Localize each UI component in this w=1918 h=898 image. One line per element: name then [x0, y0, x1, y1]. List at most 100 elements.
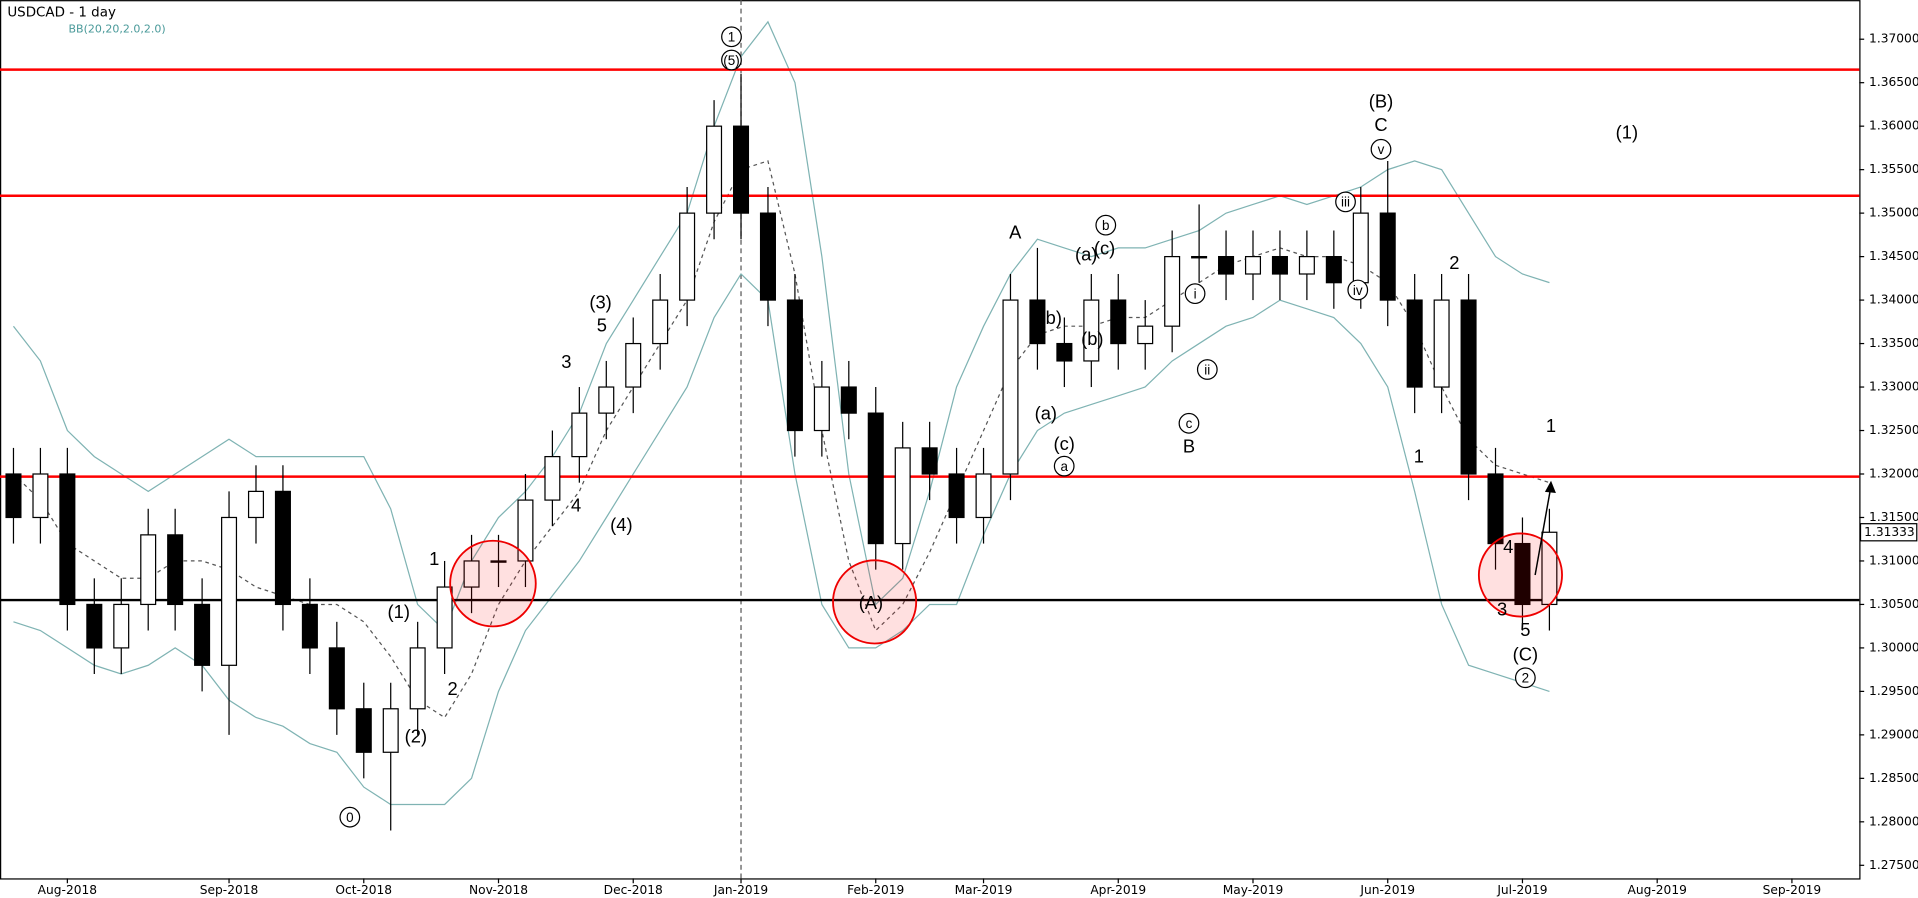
- y-tick-label: 1.33500: [1869, 336, 1918, 350]
- wave-label: (A): [859, 592, 883, 613]
- candle-body: [274, 490, 291, 606]
- annotation-circle: [1335, 191, 1356, 213]
- y-tick-label: 1.33000: [1869, 380, 1918, 394]
- wave-label: ii: [1204, 362, 1210, 377]
- y-tick-label: 1.37000: [1869, 32, 1918, 46]
- candle-body: [140, 534, 157, 606]
- bollinger-band: [12, 20, 1550, 632]
- wave-label: 5: [597, 315, 607, 336]
- candle-body: [59, 473, 76, 606]
- highlight-circle: [449, 539, 537, 628]
- x-tick-label: Nov-2018: [469, 883, 528, 897]
- candle-body: [1218, 255, 1235, 275]
- wave-label: a: [1060, 459, 1068, 474]
- wave-label: (B): [1369, 91, 1393, 112]
- candle-body: [1164, 255, 1181, 327]
- wave-label: (b): [1040, 307, 1062, 328]
- wave-label: b: [1102, 218, 1109, 233]
- candle-body: [382, 708, 399, 753]
- y-tick-label: 1.35500: [1869, 162, 1918, 176]
- wave-label: iv: [1353, 283, 1363, 298]
- wave-label: (3): [589, 291, 611, 312]
- candle-body: [1137, 325, 1154, 345]
- annotation-circle: [721, 26, 742, 48]
- wave-label: (1): [1616, 121, 1638, 142]
- candle-body: [490, 560, 507, 563]
- y-tick-label: 1.29000: [1869, 727, 1918, 741]
- forecast-arrow: [1534, 485, 1552, 576]
- wave-label: i: [1194, 286, 1197, 301]
- wave-label: 2: [1449, 252, 1459, 273]
- candle-body: [355, 708, 372, 753]
- wave-label: (a): [1075, 244, 1097, 265]
- x-tick-label: Aug-2018: [38, 883, 97, 897]
- candle-body: [1056, 342, 1073, 362]
- x-tick-label: Sep-2019: [1763, 883, 1822, 897]
- annotation-circle: [721, 49, 742, 71]
- candle-body: [436, 586, 453, 649]
- candle-body: [301, 603, 318, 649]
- candle-body: [1110, 299, 1127, 345]
- wave-label: c: [1186, 416, 1193, 431]
- candle-body: [1514, 542, 1531, 606]
- plot-frame: [0, 0, 1861, 880]
- wave-label: (2): [405, 726, 427, 747]
- wave-label: 2: [1522, 671, 1529, 686]
- candle-body: [1191, 255, 1208, 259]
- y-tick-label: 1.31500: [1869, 510, 1918, 524]
- candle-body: [1406, 299, 1423, 388]
- x-tick-label: Dec-2018: [604, 883, 663, 897]
- x-tick-label: Jan-2019: [713, 883, 768, 897]
- x-tick-label: Mar-2019: [955, 883, 1013, 897]
- candle-body: [32, 473, 49, 519]
- candle-body: [759, 212, 776, 301]
- wave-label: 5: [1520, 619, 1530, 640]
- last-price-box: [1859, 523, 1918, 542]
- x-tick-label: Sep-2018: [200, 883, 259, 897]
- annotation-circle: [1095, 214, 1117, 236]
- wave-label: B: [1183, 436, 1195, 457]
- bollinger-band: [13, 272, 1550, 806]
- y-tick-label: 1.36000: [1869, 119, 1918, 133]
- wave-label: 4: [1503, 536, 1513, 557]
- candle-body: [813, 386, 830, 432]
- candle-body: [948, 473, 965, 519]
- candle-body: [786, 299, 803, 432]
- y-tick-label: 1.32500: [1869, 423, 1918, 437]
- annotation-circle: [1514, 667, 1536, 689]
- wave-label: 1: [429, 548, 439, 569]
- candle-body: [1433, 299, 1450, 388]
- candle-body: [732, 125, 750, 214]
- candle-body: [194, 603, 211, 666]
- annotation-circle: [339, 806, 361, 828]
- candle-body: [1083, 299, 1100, 362]
- wave-label: C: [1374, 114, 1387, 135]
- wave-label: iii: [1341, 195, 1350, 210]
- candle-body: [894, 447, 911, 545]
- x-tick-label: Aug-2019: [1628, 883, 1687, 897]
- wave-label: 2: [447, 678, 457, 699]
- candle-body: [1298, 255, 1315, 275]
- candle-body: [328, 647, 345, 710]
- candle-body: [1379, 212, 1396, 301]
- candle-body: [221, 516, 238, 666]
- wave-label: A: [1009, 222, 1022, 243]
- wave-label: 1: [1414, 445, 1424, 466]
- y-tick-label: 1.27500: [1869, 858, 1918, 872]
- x-tick-label: May-2019: [1223, 883, 1284, 897]
- x-tick-label: Feb-2019: [847, 883, 904, 897]
- wave-label: (a): [1035, 403, 1057, 424]
- wave-label: 3: [561, 351, 571, 372]
- candle-body: [598, 386, 615, 414]
- candle-body: [463, 560, 480, 588]
- y-tick-label: 1.34500: [1869, 249, 1918, 263]
- x-tick-label: Oct-2018: [335, 883, 392, 897]
- y-tick-label: 1.35000: [1869, 206, 1918, 220]
- y-tick-label: 1.28500: [1869, 771, 1918, 785]
- candle-body: [1029, 299, 1046, 345]
- wave-label: 4: [571, 494, 581, 515]
- wave-label: (c): [1054, 433, 1075, 454]
- arrow-head: [1544, 480, 1556, 494]
- x-tick-label: Jul-2019: [1496, 883, 1547, 897]
